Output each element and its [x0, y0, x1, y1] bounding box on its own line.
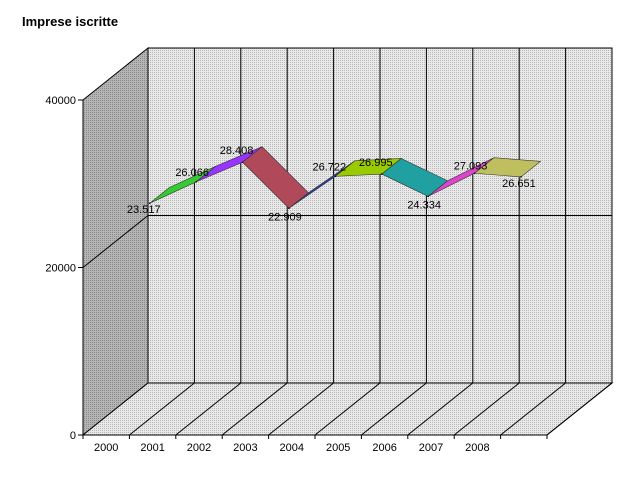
data-labels: 23.517 26.066 28.408 22.909 26.722 26.995 24.3… — [127, 145, 536, 223]
data-point — [195, 181, 197, 183]
data-point — [520, 176, 522, 178]
floor-grid-line — [453, 382, 520, 436]
floor-grid-line — [175, 382, 242, 436]
floor-grid-line — [500, 382, 566, 436]
x-tick-label: 2008 — [465, 442, 489, 454]
floor-grid-line — [407, 382, 474, 436]
data-label: 22.909 — [268, 211, 302, 223]
chart-axes: 0 20000 40000 2000 2001 2002 2003 2004 2005 2006 2… — [45, 95, 548, 454]
x-tick-label: 2004 — [280, 442, 304, 454]
x-tick-label: 2007 — [419, 442, 443, 454]
data-point — [241, 161, 244, 164]
data-point — [334, 175, 337, 178]
chart-grid — [82, 48, 613, 436]
x-tick-label: 2000 — [94, 442, 118, 454]
x-tick-label: 2002 — [187, 442, 211, 454]
floor-grid-line — [361, 382, 427, 436]
floor-grid-line — [221, 382, 288, 436]
data-label: 28.408 — [220, 145, 254, 157]
x-tick-label: 2001 — [140, 442, 164, 454]
floor-grid-line — [129, 382, 195, 436]
data-point — [427, 195, 429, 198]
data-point — [148, 202, 151, 205]
side-grid-line — [82, 215, 149, 268]
data-point — [288, 207, 290, 210]
data-label: 24.334 — [407, 199, 441, 211]
floor-grid-line — [268, 382, 334, 436]
chart-title: Imprese iscritte — [22, 14, 119, 29]
floor-grid-line — [314, 382, 381, 436]
x-tick-label: 2005 — [326, 442, 350, 454]
x-tick-label: 2006 — [372, 442, 396, 454]
y-tick-label: 20000 — [45, 263, 76, 275]
y-tick-label: 0 — [70, 430, 76, 442]
data-point — [380, 173, 383, 175]
data-label: 26.722 — [313, 161, 347, 173]
data-label: 23.517 — [127, 204, 161, 216]
x-tick-label: 2003 — [233, 442, 257, 454]
data-label: 26.651 — [502, 178, 536, 190]
data-label: 26.066 — [175, 167, 209, 179]
chart-walls — [81, 46, 614, 437]
data-ribbon — [148, 146, 542, 210]
y-tick-label: 40000 — [45, 95, 76, 107]
data-point — [473, 172, 476, 175]
floor-grid-line — [546, 382, 613, 436]
data-label: 27.093 — [454, 160, 488, 172]
ribbon-segment — [473, 157, 542, 178]
data-label: 26.995 — [359, 157, 393, 169]
